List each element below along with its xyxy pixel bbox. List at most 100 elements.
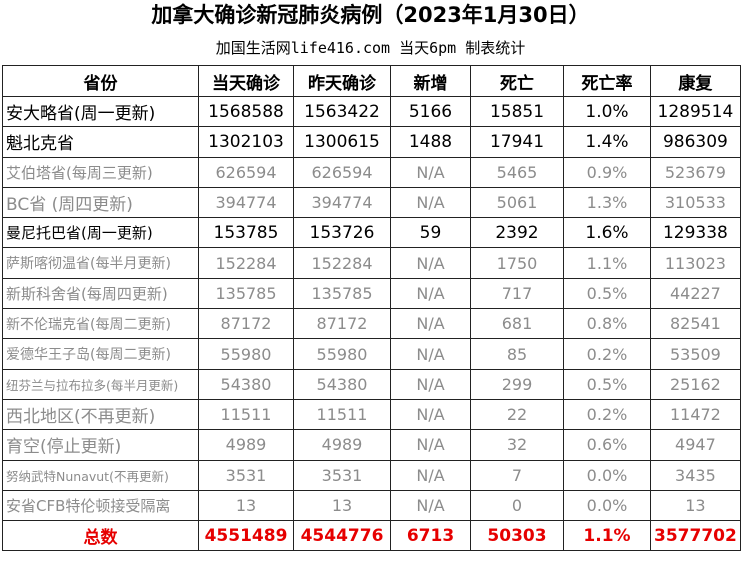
cell: 50303 <box>470 520 564 552</box>
cell: 523679 <box>650 156 741 188</box>
cell: 1750 <box>470 247 564 279</box>
cell: 4947 <box>650 429 741 461</box>
column-header: 死亡 <box>470 65 564 97</box>
row-label: 安大略省(周一更新) <box>2 95 199 128</box>
column-header: 新增 <box>390 65 471 97</box>
cell: 53509 <box>650 338 741 370</box>
cell: 394774 <box>198 186 294 219</box>
cell: 1568588 <box>198 95 294 128</box>
cell: 0.0% <box>563 459 651 491</box>
cell: 6713 <box>390 520 471 552</box>
cell: 5061 <box>470 186 564 219</box>
cell: N/A <box>390 489 471 522</box>
cell: N/A <box>390 247 471 279</box>
row-label: 总数 <box>2 520 199 552</box>
cell: 681 <box>470 308 564 340</box>
column-header: 当天确诊 <box>198 65 294 97</box>
row-label: 纽芬兰与拉布拉多(每半月更新) <box>2 368 199 400</box>
cell: 17941 <box>470 126 564 158</box>
data-row: BC省 (周四更新) 394774 394774 N/A 5061 1.3% 310533 <box>2 186 741 219</box>
cell: 113023 <box>650 247 741 279</box>
data-row: 萨斯喀彻温省(每半月更新) 152284 152284 N/A 1750 1.1% 1130… <box>2 247 741 279</box>
cell: 55980 <box>198 338 294 370</box>
cell: 13 <box>198 489 294 522</box>
cell: 152284 <box>198 247 294 279</box>
row-label: 新不伦瑞克省(每周二更新) <box>2 308 199 340</box>
column-header: 康复 <box>650 65 741 97</box>
cell: 85 <box>470 338 564 370</box>
cell: 986309 <box>650 126 741 158</box>
data-row: 西北地区(不再更新) 11511 11511 N/A 22 0.2% 11472 <box>2 398 741 431</box>
column-header: 省份 <box>2 65 199 97</box>
cell: 82541 <box>650 308 741 340</box>
cell: 310533 <box>650 186 741 219</box>
cell: 717 <box>470 277 564 310</box>
cell: N/A <box>390 156 471 188</box>
cell: 5465 <box>470 156 564 188</box>
column-header: 昨天确诊 <box>293 65 391 97</box>
cell: 1.4% <box>563 126 651 158</box>
cell: 59 <box>390 217 471 249</box>
data-row: 安省CFB特伦顿接受隔离 13 13 N/A 0 0.0% 13 <box>2 489 741 522</box>
title: 加拿大确诊新冠肺炎病例（2023年1月30日） <box>151 3 590 27</box>
cell: 1.1% <box>563 247 651 279</box>
cell: 15851 <box>470 95 564 128</box>
cell: 11511 <box>198 398 294 431</box>
cell: 44227 <box>650 277 741 310</box>
row-label: 萨斯喀彻温省(每半月更新) <box>2 247 199 279</box>
cell: 1.1% <box>563 520 651 552</box>
row-label: 魁北克省 <box>2 126 199 158</box>
cell: 22 <box>470 398 564 431</box>
cell: 0 <box>470 489 564 522</box>
cell: 4989 <box>293 429 391 461</box>
cell: 54380 <box>293 368 391 400</box>
data-row: 爱德华王子岛(每周二更新) 55980 55980 N/A 85 0.2% 53509 <box>2 338 741 370</box>
cell: 0.9% <box>563 156 651 188</box>
header-row: 省份 当天确诊 昨天确诊 新增 死亡 死亡率 康复 <box>2 65 741 97</box>
cell: 1488 <box>390 126 471 158</box>
cell: 32 <box>470 429 564 461</box>
subtitle: 加国生活网life416.com 当天6pm 制表统计 <box>215 39 526 57</box>
data-table: 省份 当天确诊 昨天确诊 新增 死亡 死亡率 康复 安大略省(周一更新) 1568588 156… <box>2 65 741 552</box>
cell: 1.0% <box>563 95 651 128</box>
cell: 0.5% <box>563 368 651 400</box>
cell: 3435 <box>650 459 741 491</box>
cell: 299 <box>470 368 564 400</box>
cell: 87172 <box>293 308 391 340</box>
cell: N/A <box>390 308 471 340</box>
cell: 55980 <box>293 338 391 370</box>
cell: 3531 <box>293 459 391 491</box>
cell: N/A <box>390 277 471 310</box>
cell: N/A <box>390 368 471 400</box>
cell: 1.3% <box>563 186 651 219</box>
cell: N/A <box>390 429 471 461</box>
data-row: 育空(停止更新) 4989 4989 N/A 32 0.6% 4947 <box>2 429 741 461</box>
cell: 0.2% <box>563 398 651 431</box>
cell: 4989 <box>198 429 294 461</box>
data-row: 艾伯塔省(每周三更新) 626594 626594 N/A 5465 0.9% 523679 <box>2 156 741 188</box>
cell: N/A <box>390 459 471 491</box>
cell: 1300615 <box>293 126 391 158</box>
cell: 1.6% <box>563 217 651 249</box>
cell: 4551489 <box>198 520 294 552</box>
cell: 13 <box>293 489 391 522</box>
data-row: 纽芬兰与拉布拉多(每半月更新) 54380 54380 N/A 299 0.5% 25162 <box>2 368 741 400</box>
cell: 25162 <box>650 368 741 400</box>
row-label: 艾伯塔省(每周三更新) <box>2 156 199 188</box>
data-row: 新斯科舍省(每周四更新) 135785 135785 N/A 717 0.5% 44227 <box>2 277 741 310</box>
cell: 1289514 <box>650 95 741 128</box>
column-header: 死亡率 <box>563 65 651 97</box>
cell: 1563422 <box>293 95 391 128</box>
cell: 0.0% <box>563 489 651 522</box>
cell: 153785 <box>198 217 294 249</box>
row-label: 育空(停止更新) <box>2 429 199 461</box>
cell: N/A <box>390 398 471 431</box>
cell: N/A <box>390 186 471 219</box>
total-row: 总数 4551489 4544776 6713 50303 1.1% 3577702 <box>2 520 741 552</box>
cell: 1302103 <box>198 126 294 158</box>
data-row: 新不伦瑞克省(每周二更新) 87172 87172 N/A 681 0.8% 82541 <box>2 308 741 340</box>
cell: 626594 <box>293 156 391 188</box>
data-row: 魁北克省 1302103 1300615 1488 17941 1.4% 986309 <box>2 126 741 158</box>
cell: 3531 <box>198 459 294 491</box>
